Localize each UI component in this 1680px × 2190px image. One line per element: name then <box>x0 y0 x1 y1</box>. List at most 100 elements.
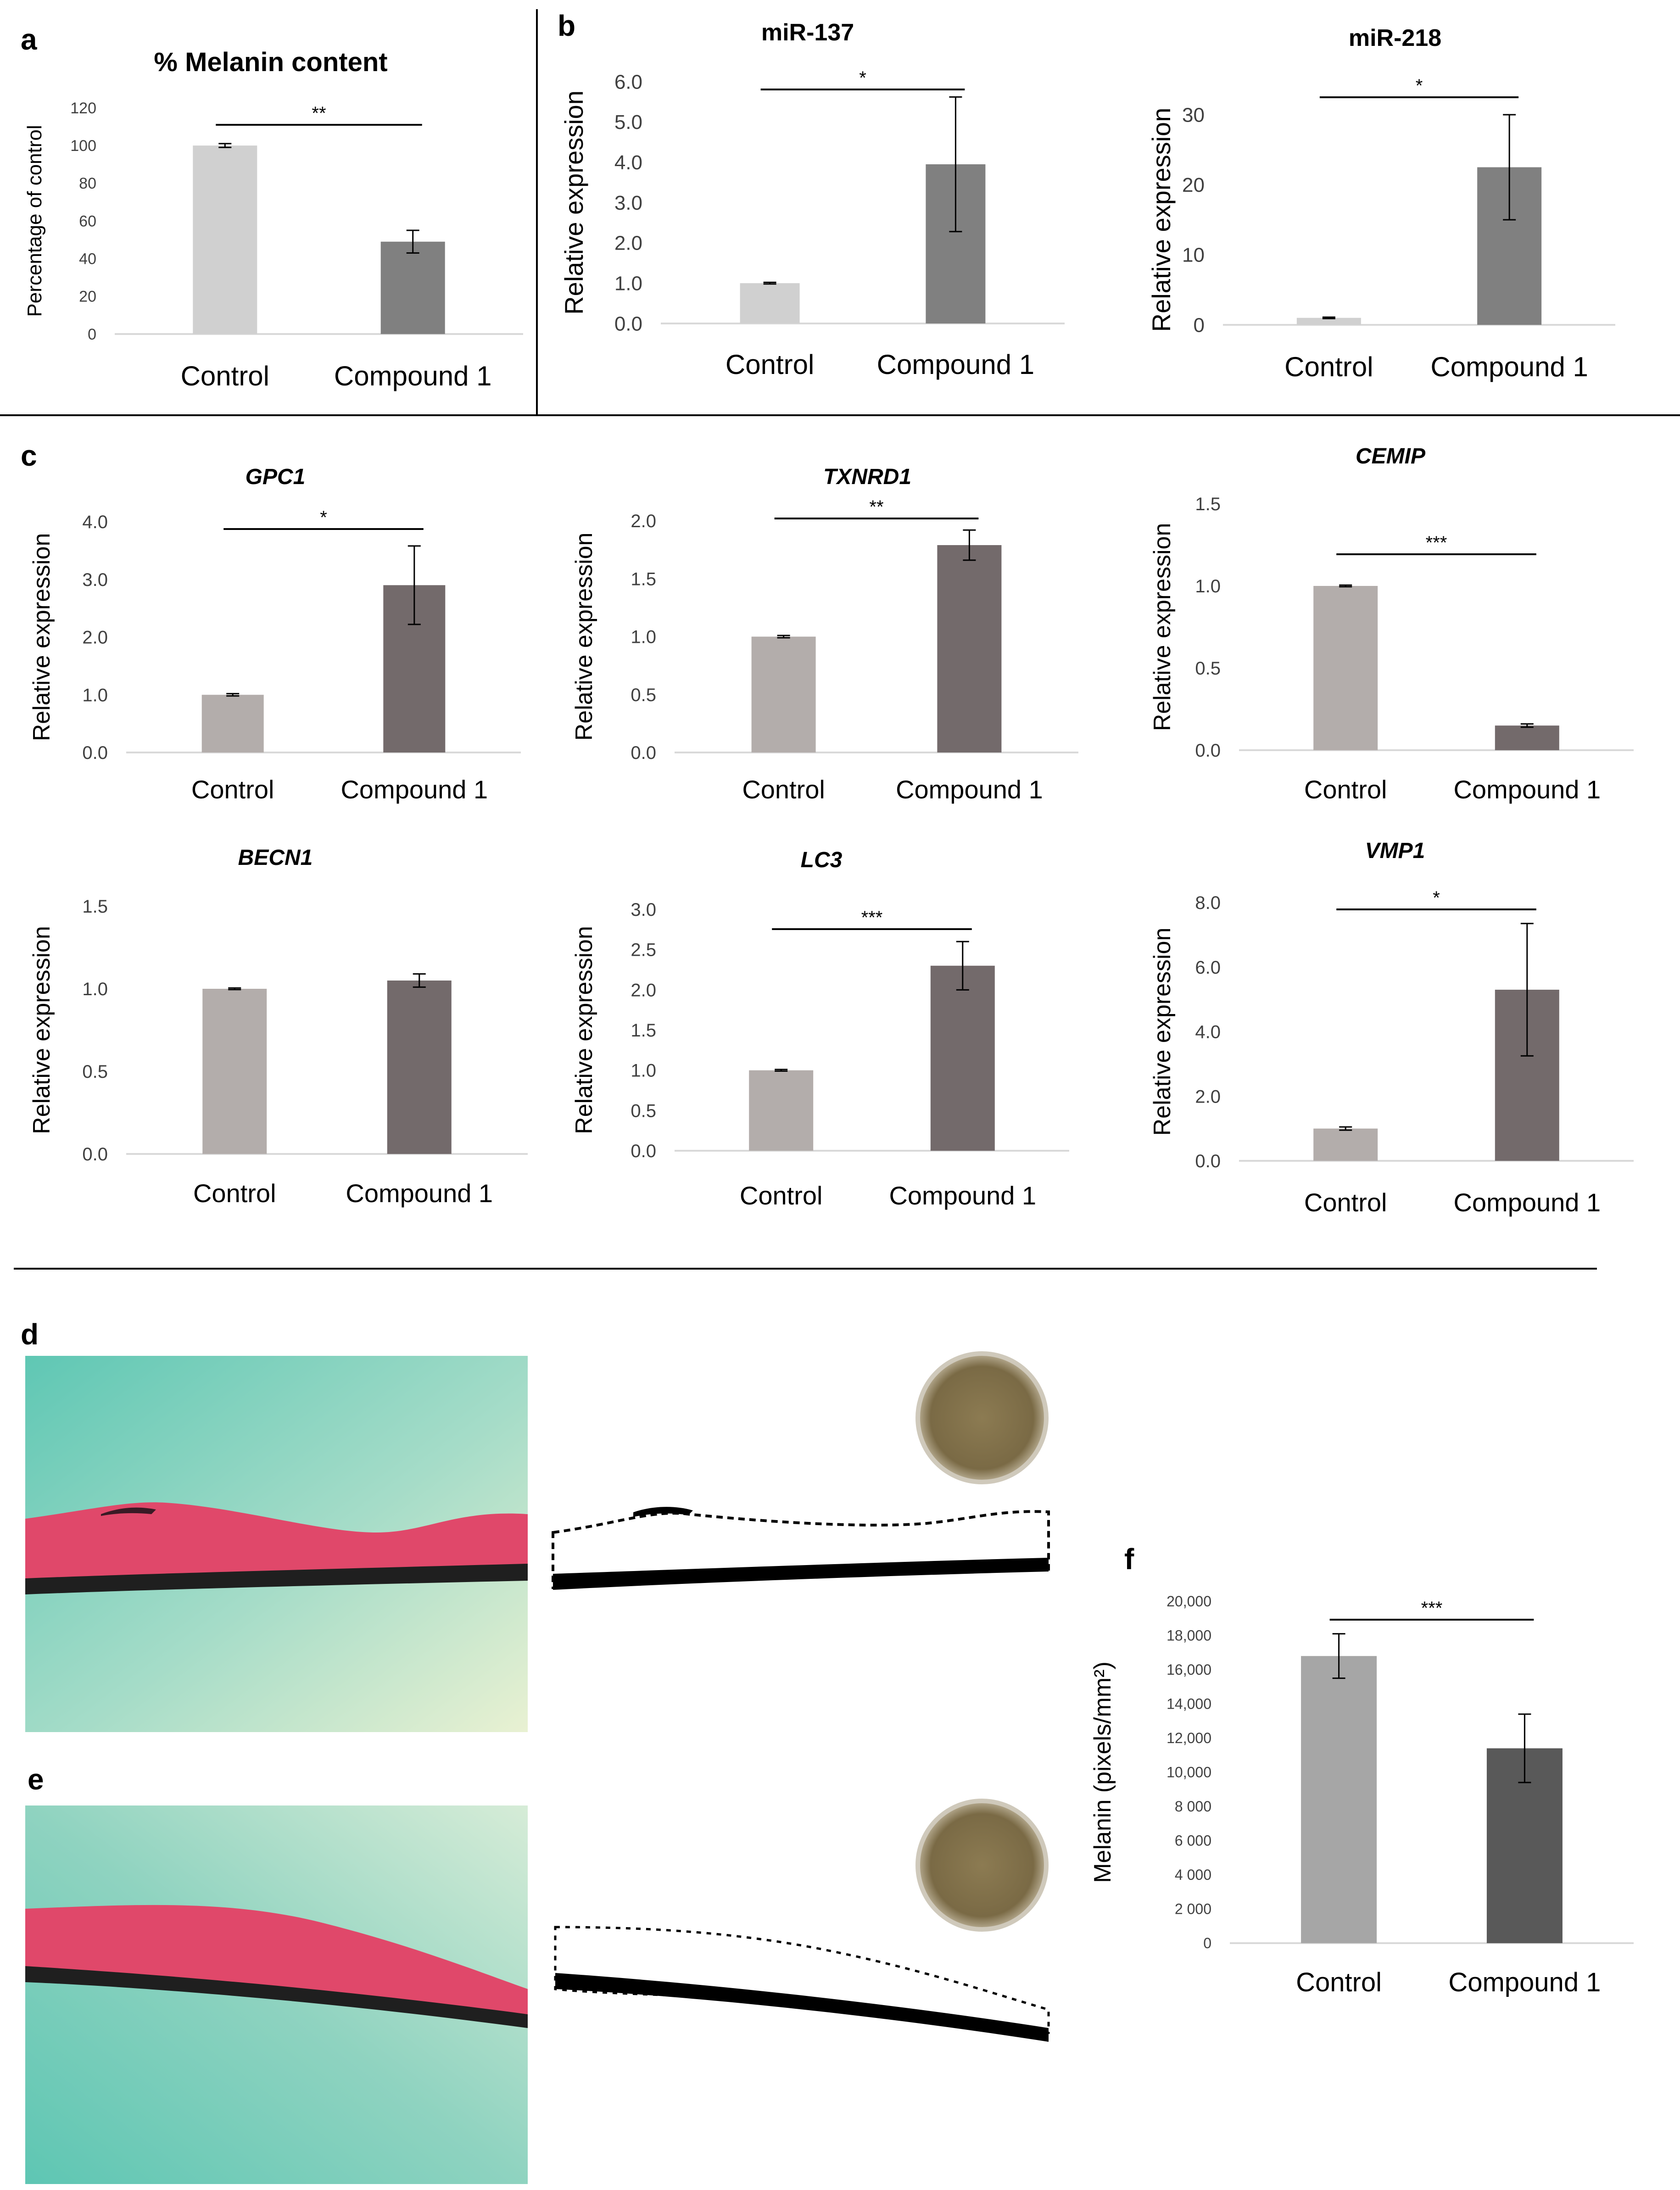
significance-marker: ** <box>312 103 326 123</box>
category-label: Compound 1 <box>889 1181 1036 1210</box>
y-tick-label: 14,000 <box>1167 1696 1211 1712</box>
error-bar <box>413 973 426 988</box>
category-label: Control <box>742 775 825 804</box>
y-tick-label: 2 000 <box>1175 1901 1211 1917</box>
bar-control <box>1296 318 1361 325</box>
tissue-layer-compound <box>25 1905 528 2019</box>
category-label: Control <box>740 1181 823 1210</box>
y-tick-label: 3.0 <box>631 900 656 920</box>
significance-marker: * <box>1433 888 1440 908</box>
y-tick-label: 4.0 <box>1195 1022 1221 1042</box>
bar-control <box>740 283 800 323</box>
y-tick-label: 18,000 <box>1167 1627 1211 1644</box>
y-tick-label: 0.0 <box>1195 741 1221 761</box>
error-bar <box>228 987 241 991</box>
bar-control <box>202 989 267 1154</box>
y-tick-label: 3.0 <box>82 570 108 590</box>
y-tick-label: 10,000 <box>1167 1764 1211 1781</box>
error-bar <box>1518 1713 1531 1783</box>
y-tick-label: 1.5 <box>631 569 656 589</box>
bar-control <box>751 636 816 752</box>
significance-marker: *** <box>861 908 883 928</box>
y-tick-label: 0.0 <box>631 743 656 763</box>
y-tick-label: 1.0 <box>1195 576 1221 596</box>
y-tick-label: 6 000 <box>1175 1833 1211 1849</box>
error-bar <box>1520 723 1534 728</box>
significance-marker: * <box>1416 76 1423 96</box>
y-tick-label: 60 <box>79 212 96 230</box>
y-axis-label: Percentage of control <box>23 125 46 317</box>
bar-control <box>1301 1656 1377 1943</box>
error-bar <box>1520 923 1534 1057</box>
y-tick-label: 20,000 <box>1167 1593 1211 1610</box>
panel-letter-f: f <box>1124 1543 1134 1576</box>
y-tick-label: 0.0 <box>82 743 108 763</box>
y-tick-label: 0.5 <box>1195 658 1221 679</box>
y-tick-label: 20 <box>1182 174 1205 196</box>
y-tick-label: 0.5 <box>631 685 656 705</box>
y-tick-label: 0.0 <box>631 1141 656 1161</box>
y-tick-label: 1.0 <box>82 979 108 999</box>
y-tick-label: 8 000 <box>1175 1798 1211 1815</box>
bar-compound-1 <box>1495 725 1559 750</box>
bar-compound-1 <box>937 545 1002 752</box>
chart-title: miR-137 <box>761 19 854 46</box>
dish-photo-compound <box>915 1799 1049 1932</box>
error-bar <box>777 635 790 639</box>
error-bar <box>218 143 232 148</box>
error-bar <box>963 529 976 561</box>
y-tick-label: 12,000 <box>1167 1730 1211 1746</box>
tissue-top-pigment-control <box>101 1507 156 1516</box>
chart-b-mir-218: miR-218 0 10 20 30 Relative expression Control… <box>1147 25 1615 382</box>
significance-marker: * <box>859 68 866 88</box>
error-bar <box>1503 114 1516 221</box>
y-tick-label: 20 <box>79 288 96 306</box>
y-tick-label: 0.0 <box>1195 1151 1221 1171</box>
y-axis-label: Relative expression <box>1147 108 1176 332</box>
y-tick-label: 1.5 <box>82 897 108 917</box>
category-label: Compound 1 <box>334 361 492 391</box>
y-tick-label: 0.0 <box>82 1144 108 1165</box>
significance-marker: *** <box>1426 533 1447 553</box>
y-tick-label: 3.0 <box>614 192 642 214</box>
binary-basal-control <box>553 1558 1049 1590</box>
chart-title: VMP1 <box>1365 839 1425 863</box>
panel-e-histology <box>25 1799 1053 2184</box>
significance-marker: ** <box>869 497 883 517</box>
y-tick-label: 1.5 <box>1195 494 1221 514</box>
y-axis-label: Relative expression <box>28 926 55 1134</box>
chart-title: LC3 <box>801 848 843 872</box>
error-bar <box>1339 584 1352 588</box>
y-axis-label: Melanin (pixels/mm²) <box>1089 1661 1116 1883</box>
y-tick-label: 2.0 <box>614 232 642 255</box>
y-tick-label: 4.0 <box>82 512 108 532</box>
chart-c-txnrd1: TXNRD1 0.0 0.5 1.0 1.5 2.0 Relative expression… <box>571 465 1078 804</box>
y-axis-label: Relative expression <box>28 533 55 741</box>
tissue-basal-compound <box>25 1966 528 2028</box>
significance-marker: * <box>320 507 327 528</box>
y-tick-label: 2.0 <box>1195 1087 1221 1107</box>
y-tick-label: 16,000 <box>1167 1661 1211 1678</box>
error-bar <box>226 693 240 697</box>
chart-c-becn1: BECN1 0.0 0.5 1.0 1.5 Relative expression Cont… <box>28 846 528 1208</box>
y-tick-label: 1.5 <box>631 1020 656 1041</box>
y-tick-label: 0.0 <box>614 312 642 335</box>
bar-compound-1 <box>387 981 452 1154</box>
category-label: Control <box>726 349 814 380</box>
bar-control <box>1313 586 1378 750</box>
bar-control <box>1313 1128 1378 1161</box>
y-tick-label: 2.5 <box>631 940 656 960</box>
y-axis-label: Relative expression <box>571 926 597 1134</box>
chart-c-lc3: LC3 0.0 0.5 1.0 1.5 2.0 2.5 3.0 Relative express… <box>571 848 1069 1210</box>
category-label: Compound 1 <box>1453 1188 1601 1217</box>
chart-title: CEMIP <box>1356 444 1426 468</box>
y-axis-label: Relative expression <box>1149 928 1176 1136</box>
error-bar <box>406 229 419 254</box>
category-label: Control <box>1296 1967 1382 1997</box>
y-tick-label: 4 000 <box>1175 1867 1211 1883</box>
bar-control <box>193 145 257 334</box>
bar-control <box>201 695 264 752</box>
y-tick-label: 6.0 <box>1195 958 1221 978</box>
y-tick-label: 1.0 <box>82 685 108 705</box>
y-tick-label: 0 <box>1194 314 1205 336</box>
